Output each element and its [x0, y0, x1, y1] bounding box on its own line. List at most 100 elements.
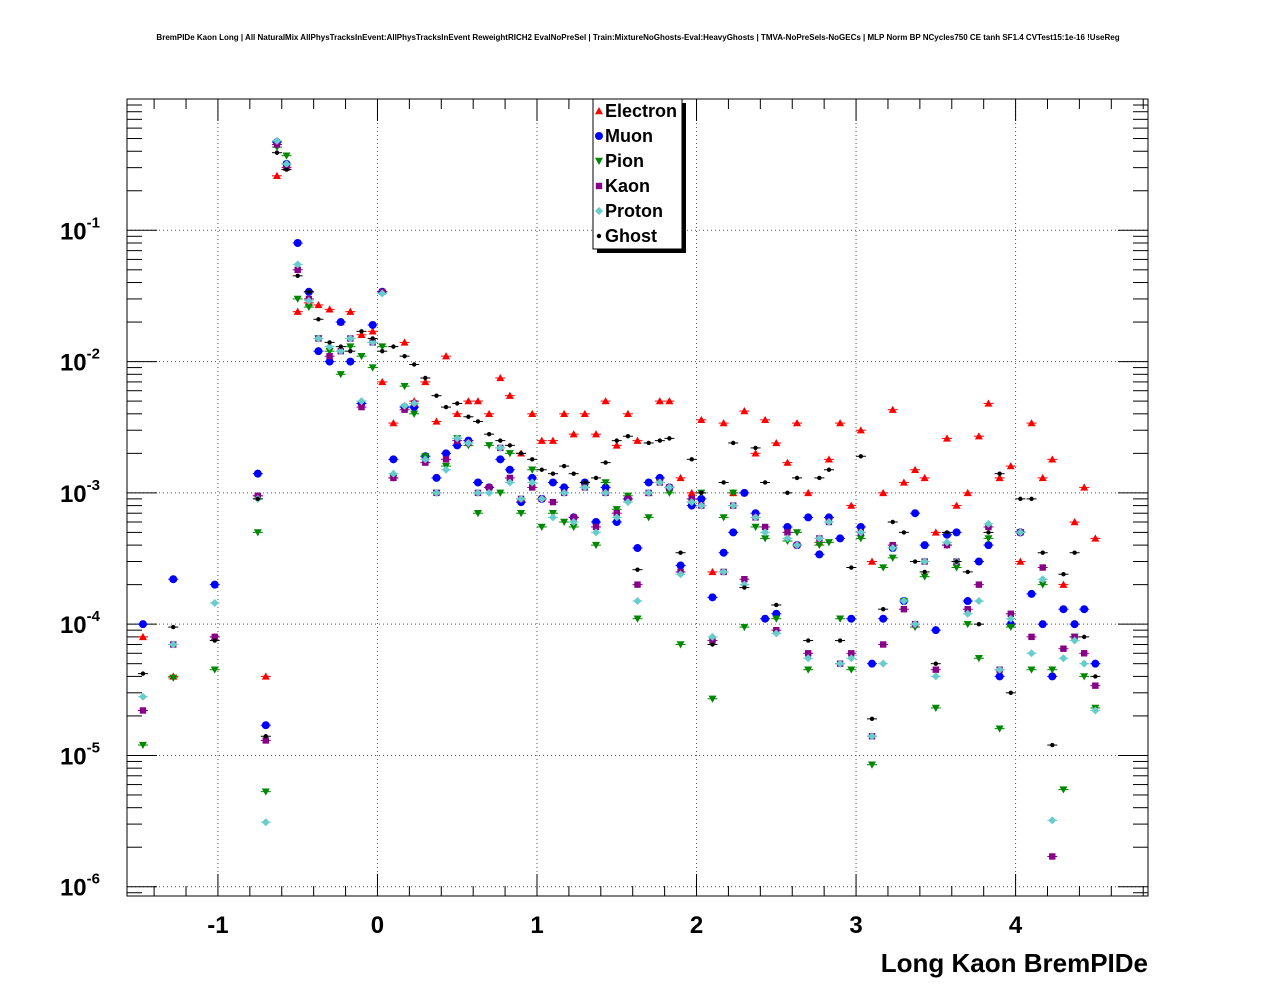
- data-point: [1058, 572, 1069, 577]
- data-point: [303, 296, 314, 305]
- data-point: [962, 597, 973, 606]
- data-point: [951, 528, 962, 537]
- data-point: [303, 303, 314, 312]
- data-point: [409, 362, 420, 367]
- data-point: [718, 548, 729, 557]
- legend-label: Pion: [605, 151, 644, 171]
- data-point: [1005, 690, 1016, 696]
- y-tick-exponent: -2: [87, 346, 100, 363]
- data-point: [463, 438, 474, 447]
- data-point: [919, 573, 930, 581]
- data-point: [771, 438, 782, 447]
- data-point: [399, 338, 410, 346]
- legend-item: Proton: [595, 201, 663, 221]
- data-point: [1005, 614, 1016, 623]
- data-point: [335, 347, 346, 356]
- data-point: [919, 557, 930, 566]
- legend-label: Electron: [605, 101, 677, 121]
- data-point: [137, 707, 148, 714]
- data-point: [345, 343, 356, 351]
- data-point: [771, 602, 782, 608]
- data-point: [686, 488, 697, 497]
- data-point: [654, 397, 665, 405]
- data-point: [516, 510, 527, 518]
- data-point: [823, 517, 834, 526]
- data-point: [356, 352, 367, 361]
- data-point: [1058, 605, 1069, 614]
- data-point: [728, 528, 739, 537]
- data-point: [983, 530, 994, 535]
- data-point: [782, 522, 793, 531]
- data-point: [739, 575, 750, 583]
- data-point: [504, 478, 515, 487]
- data-point: [898, 605, 909, 613]
- data-point: [388, 344, 399, 349]
- data-point: [803, 654, 814, 663]
- data-point: [260, 721, 271, 730]
- y-tick-exponent: -1: [87, 214, 100, 231]
- data-point: [835, 419, 846, 427]
- data-point: [792, 419, 803, 427]
- data-point: [452, 434, 463, 443]
- data-point: [675, 550, 686, 555]
- data-point: [495, 438, 506, 443]
- data-point: [973, 621, 984, 627]
- data-point: [504, 474, 515, 482]
- data-point: [504, 465, 515, 474]
- data-point: [855, 535, 866, 543]
- data-point: [527, 484, 538, 491]
- data-point: [536, 523, 547, 531]
- y-tick-base: 10: [60, 350, 87, 377]
- data-point: [536, 467, 547, 472]
- data-point: [1058, 580, 1069, 588]
- chart-title: BremPIDe Kaon Long | All NaturalMix AllP…: [156, 33, 1120, 42]
- data-point: [388, 455, 399, 464]
- data-point: [728, 440, 739, 446]
- data-point: [1069, 620, 1080, 629]
- data-point: [559, 463, 570, 469]
- data-point: [579, 480, 590, 485]
- data-point: [547, 478, 558, 487]
- data-point: [388, 419, 399, 427]
- data-point: [345, 348, 356, 354]
- data-point: [1037, 581, 1048, 589]
- data-point: [559, 483, 570, 492]
- legend-item: Muon: [595, 126, 653, 146]
- data-point: [1026, 666, 1037, 674]
- data-point: [782, 534, 793, 543]
- data-point: [568, 514, 579, 521]
- data-point: [1037, 473, 1048, 482]
- data-point: [1090, 534, 1101, 542]
- data-point: [941, 530, 952, 535]
- data-point: [846, 565, 857, 570]
- data-point: [292, 266, 303, 274]
- data-point: [750, 449, 761, 457]
- legend-item: Electron: [595, 101, 677, 121]
- data-point: [1026, 496, 1037, 502]
- data-point: [356, 329, 367, 334]
- legend-label: Muon: [605, 126, 653, 146]
- data-point: [983, 399, 994, 407]
- data-point: [846, 650, 857, 657]
- data-point: [1047, 816, 1058, 825]
- data-point: [527, 473, 538, 482]
- data-point: [356, 330, 367, 338]
- data-point: [846, 654, 857, 663]
- data-point: [260, 737, 271, 744]
- data-point: [739, 580, 750, 589]
- data-point: [675, 641, 686, 649]
- data-point: [292, 295, 303, 303]
- data-point: [760, 415, 771, 424]
- data-point: [867, 716, 878, 722]
- data-point: [887, 544, 898, 553]
- data-point: [271, 136, 282, 145]
- data-point: [409, 410, 420, 418]
- data-point: [803, 488, 814, 497]
- data-point: [431, 393, 442, 398]
- y-tick-label: 10-4: [60, 608, 101, 639]
- data-point: [707, 593, 718, 602]
- data-point: [632, 567, 643, 572]
- data-point: [973, 432, 984, 440]
- data-point: [367, 336, 378, 341]
- data-point: [983, 519, 994, 528]
